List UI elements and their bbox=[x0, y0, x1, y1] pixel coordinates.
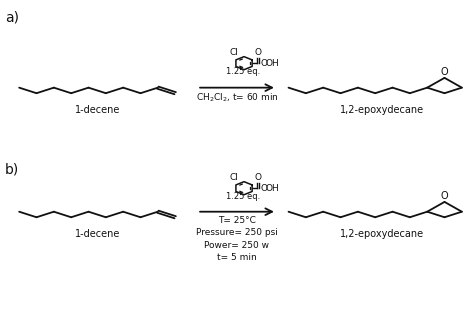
Text: 1-decene: 1-decene bbox=[74, 105, 120, 115]
Text: O: O bbox=[441, 66, 448, 77]
Text: O: O bbox=[260, 59, 267, 68]
Text: OH: OH bbox=[265, 59, 279, 68]
Text: O: O bbox=[255, 48, 261, 57]
Text: Cl: Cl bbox=[229, 173, 238, 182]
Text: CH$_2$Cl$_2$, t= 60 min: CH$_2$Cl$_2$, t= 60 min bbox=[196, 92, 278, 104]
Text: Cl: Cl bbox=[229, 48, 238, 57]
Text: 1.25 eq.: 1.25 eq. bbox=[226, 67, 261, 76]
Text: 1.25 eq.: 1.25 eq. bbox=[226, 192, 261, 201]
Text: O: O bbox=[260, 184, 267, 193]
Text: b): b) bbox=[5, 163, 19, 177]
Text: OH: OH bbox=[265, 184, 279, 193]
Text: O: O bbox=[255, 173, 261, 182]
Text: 1,2-epoxydecane: 1,2-epoxydecane bbox=[340, 105, 424, 115]
Text: a): a) bbox=[5, 11, 19, 25]
Text: T= 25°C
Pressure= 250 psi
Power= 250 w
t= 5 min: T= 25°C Pressure= 250 psi Power= 250 w t… bbox=[196, 215, 278, 262]
Text: O: O bbox=[441, 191, 448, 201]
Text: 1-decene: 1-decene bbox=[74, 229, 120, 239]
Text: 1,2-epoxydecane: 1,2-epoxydecane bbox=[340, 229, 424, 239]
